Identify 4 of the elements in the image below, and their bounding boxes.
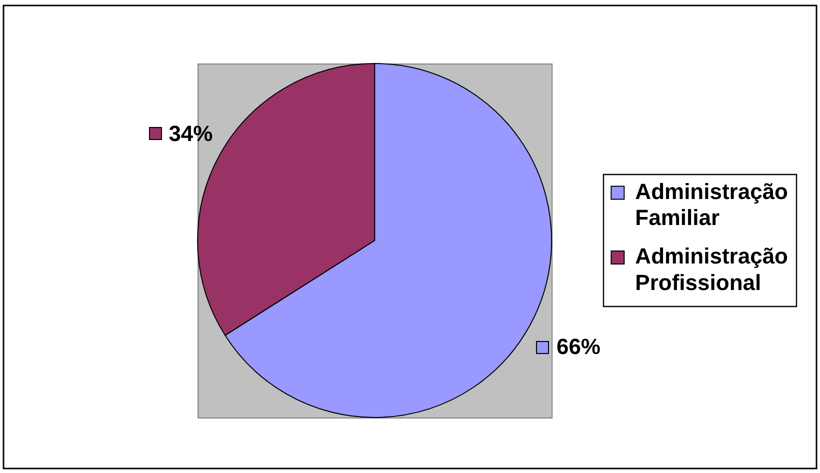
data-label: 66% <box>556 334 601 360</box>
legend-label: Administração Profissional <box>635 244 788 295</box>
legend-label: Administração Familiar <box>635 178 788 230</box>
data-label: 34% <box>168 120 213 146</box>
